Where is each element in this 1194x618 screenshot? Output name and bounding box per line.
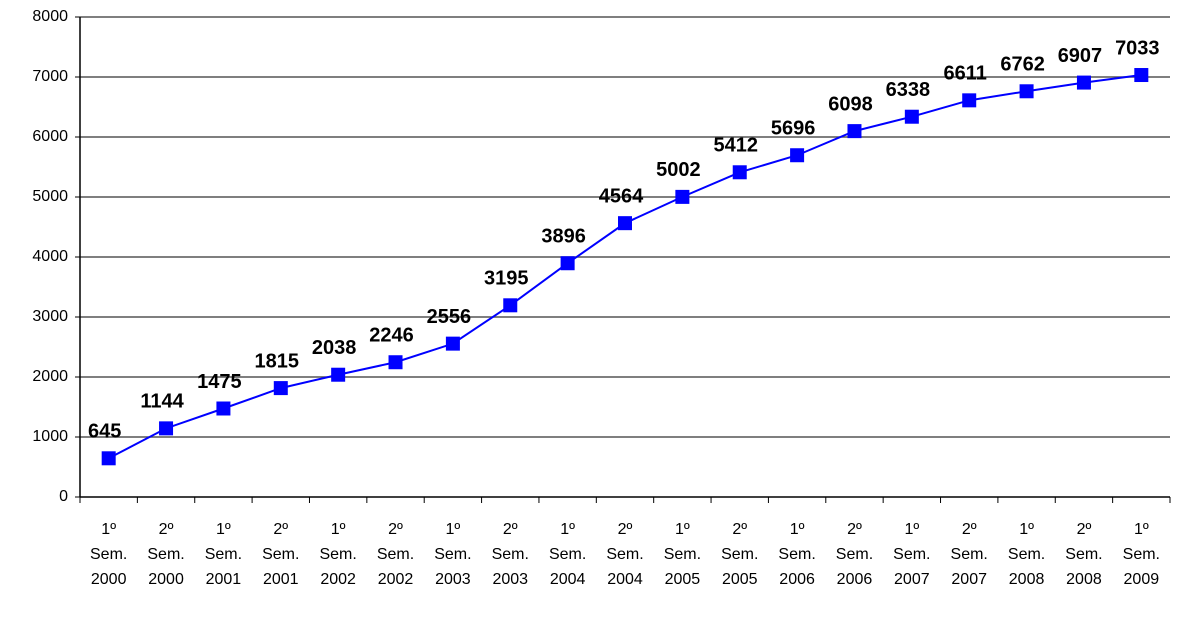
x-tick-label: 2º Sem. 2007 <box>951 521 988 588</box>
x-tick-label: 1º Sem. 2006 <box>778 521 815 588</box>
marker <box>904 109 919 124</box>
marker <box>847 124 862 139</box>
marker <box>618 216 632 231</box>
data-label: 6338 <box>886 79 931 101</box>
marker <box>1076 75 1091 90</box>
marker <box>216 401 231 416</box>
x-tick-label: 1º Sem. 2003 <box>434 521 471 588</box>
x-tick-label: 2º Sem. 2002 <box>377 521 414 588</box>
marker <box>388 355 403 370</box>
x-tick-label: 1º Sem. 2004 <box>549 521 586 588</box>
x-tick-label: 2º Sem. 2004 <box>606 521 643 588</box>
y-tick-label: 6000 <box>32 128 68 145</box>
y-tick-label: 5000 <box>32 188 68 205</box>
marker <box>331 367 346 382</box>
x-tick-label: 2º Sem. 2006 <box>836 521 873 588</box>
data-label: 3896 <box>541 226 586 248</box>
x-tick-label: 2º Sem. 2008 <box>1065 521 1102 588</box>
y-tick-label: 3000 <box>32 308 68 325</box>
x-tick-label: 2º Sem. 2000 <box>147 521 184 588</box>
marker <box>790 148 805 163</box>
marker <box>1019 84 1034 99</box>
data-label: 1144 <box>140 391 184 413</box>
x-tick-label: 2º Sem. 2005 <box>721 521 758 588</box>
marker <box>675 189 690 204</box>
x-tick-label: 1º Sem. 2008 <box>1008 521 1045 588</box>
marker <box>503 298 518 313</box>
data-label: 2556 <box>427 306 472 328</box>
data-label: 6762 <box>1000 54 1045 76</box>
data-label: 1815 <box>255 350 300 372</box>
data-label: 5412 <box>713 135 758 157</box>
y-tick-label: 4000 <box>32 248 68 265</box>
x-tick-label: 2º Sem. 2001 <box>262 521 299 588</box>
data-label: 2038 <box>312 337 357 359</box>
data-label: 5002 <box>656 159 701 181</box>
data-label: 4564 <box>599 185 644 207</box>
data-label: 3195 <box>484 268 529 290</box>
data-label: 2246 <box>369 325 414 347</box>
x-tick-label: 1º Sem. 2007 <box>893 521 930 588</box>
y-tick-label: 0 <box>59 488 68 505</box>
marker <box>273 381 288 396</box>
y-tick-label: 2000 <box>32 368 68 385</box>
x-tick-label: 1º Sem. 2000 <box>90 521 127 588</box>
x-tick-label: 1º Sem. 2009 <box>1123 521 1160 588</box>
x-tick-label: 1º Sem. 2005 <box>664 521 701 588</box>
data-label: 5696 <box>771 118 816 140</box>
x-tick-label: 1º Sem. 2002 <box>319 521 356 588</box>
marker <box>445 336 460 351</box>
data-label: 6098 <box>828 93 873 115</box>
x-tick-label: 1º Sem. 2001 <box>205 521 242 588</box>
data-label: 6611 <box>944 63 987 85</box>
marker <box>159 421 174 436</box>
line <box>108 74 1142 460</box>
marker <box>101 451 116 466</box>
data-label: 1475 <box>197 371 242 393</box>
data-label: 7033 <box>1115 37 1160 59</box>
y-tick-label: 1000 <box>32 428 68 445</box>
marker <box>1134 68 1149 83</box>
y-tick-label: 7000 <box>32 68 68 85</box>
marker <box>560 256 575 271</box>
data-label: 645 <box>88 421 121 443</box>
data-label: 6907 <box>1058 45 1103 67</box>
y-tick-label: 8000 <box>32 8 68 25</box>
marker <box>962 93 977 108</box>
marker <box>732 165 747 180</box>
x-tick-label: 2º Sem. 2003 <box>492 521 529 588</box>
